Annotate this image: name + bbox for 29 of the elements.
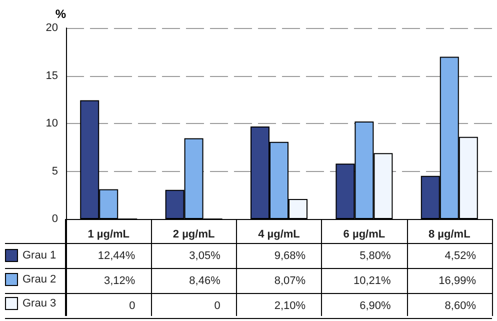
data-label: 4,52%	[444, 249, 476, 264]
data-label: 10,21%	[352, 274, 391, 289]
x-tick-label: 4 µg/mL	[258, 228, 300, 240]
data-label: 0	[128, 299, 136, 314]
x-tick-label: 8 µg/mL	[428, 228, 471, 240]
data-label: 12,44%	[96, 249, 136, 264]
x-tick-label: 6 µg/mL	[343, 228, 386, 240]
y-tick-label: 20	[46, 22, 58, 34]
data-label: 3,12%	[102, 274, 136, 289]
data-label: 5,80%	[358, 249, 391, 264]
data-label: 8,07%	[273, 274, 306, 289]
data-label: 16,99%	[438, 274, 476, 289]
legend-label: Grau 1	[22, 250, 56, 262]
y-tick-label: 0	[52, 213, 58, 225]
data-label: 9,68%	[273, 249, 306, 264]
data-label: 2,10%	[273, 299, 306, 314]
y-tick-label: 15	[46, 70, 58, 82]
y-tick-label: 5	[52, 165, 58, 178]
data-label: 6,90%	[358, 299, 391, 314]
y-axis-title: %	[55, 7, 66, 21]
legend-label: Grau 3	[22, 298, 56, 310]
data-label: 0	[213, 299, 220, 314]
data-label: 8,46%	[188, 274, 220, 289]
y-tick-label: 10	[46, 118, 58, 130]
data-label: 3,05%	[188, 249, 220, 264]
x-tick-label: 2 µg/mL	[172, 228, 215, 240]
data-label: 8,60%	[444, 299, 476, 314]
legend-label: Grau 2	[22, 274, 56, 286]
x-tick-label: 1 µg/mL	[88, 228, 130, 240]
